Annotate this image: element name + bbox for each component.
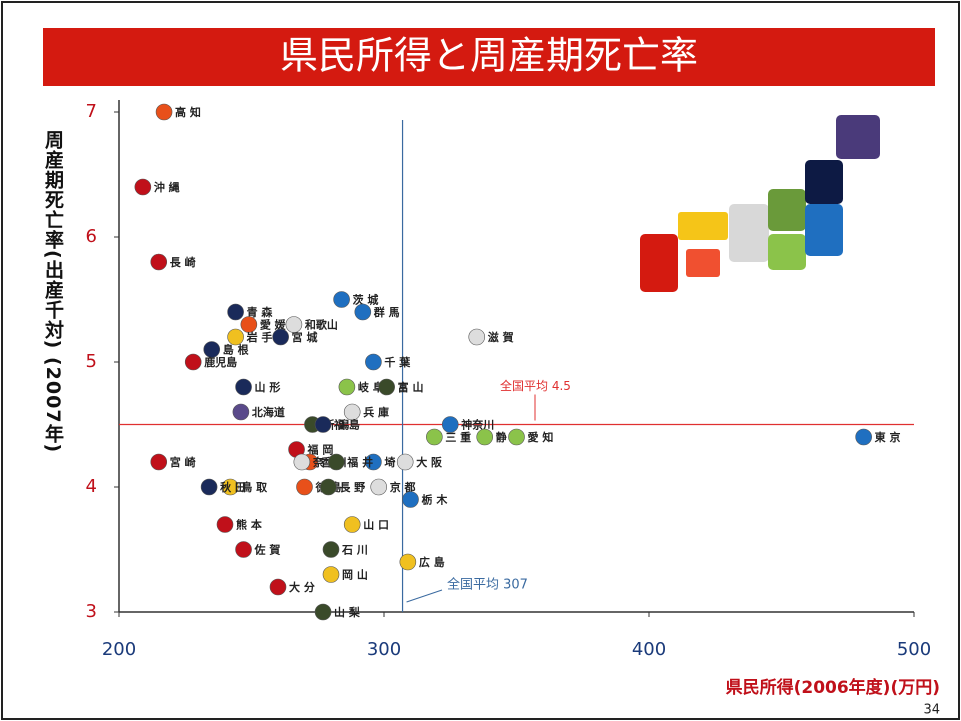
point-label: 宮 崎 bbox=[170, 455, 196, 469]
point-label: 長 崎 bbox=[170, 255, 196, 269]
point bbox=[371, 479, 387, 495]
page-number: 34 bbox=[923, 703, 940, 718]
point-label: 兵 庫 bbox=[363, 405, 389, 419]
point bbox=[294, 454, 310, 470]
point-label: 北海道 bbox=[252, 405, 285, 419]
point bbox=[233, 404, 249, 420]
point bbox=[509, 429, 525, 445]
point bbox=[320, 479, 336, 495]
y-tick-label: 7 bbox=[86, 101, 97, 122]
point bbox=[856, 429, 872, 445]
point bbox=[151, 254, 167, 270]
point bbox=[228, 304, 244, 320]
point-label: 愛 知 bbox=[528, 430, 554, 444]
annotation: 全国平均 4.5 bbox=[500, 378, 571, 393]
point bbox=[400, 554, 416, 570]
annotation: 全国平均 307 bbox=[447, 577, 528, 593]
x-axis-label: 県民所得(2006年度)(万円) bbox=[726, 677, 940, 698]
y-tick-label: 3 bbox=[86, 601, 97, 622]
point-label: 富 山 bbox=[398, 380, 424, 394]
point-label: 東 京 bbox=[875, 430, 901, 444]
y-tick-label: 6 bbox=[86, 226, 97, 247]
point-label: 石 川 bbox=[341, 544, 368, 557]
point-label: 高 知 bbox=[175, 105, 201, 119]
point bbox=[201, 479, 217, 495]
point-label: 福 島 bbox=[333, 418, 360, 432]
point bbox=[185, 354, 201, 370]
point-label: 神奈川 bbox=[461, 418, 494, 432]
point bbox=[403, 492, 419, 508]
point-label: 栃 木 bbox=[422, 493, 449, 507]
point bbox=[328, 454, 344, 470]
point bbox=[477, 429, 493, 445]
point-label: 和歌山 bbox=[305, 318, 338, 332]
point bbox=[426, 429, 442, 445]
y-tick-label: 4 bbox=[86, 476, 97, 497]
x-tick-label: 300 bbox=[367, 639, 401, 660]
point-label: 大 阪 bbox=[416, 455, 443, 469]
point bbox=[379, 379, 395, 395]
point bbox=[323, 542, 339, 558]
point-label: 岩 手 bbox=[246, 330, 273, 344]
point-label: 山 梨 bbox=[334, 605, 361, 619]
point bbox=[273, 329, 289, 345]
point bbox=[323, 567, 339, 583]
x-tick-label: 500 bbox=[897, 639, 931, 660]
point bbox=[339, 379, 355, 395]
point-label: 三 重 bbox=[445, 430, 471, 444]
point-label: 山 形 bbox=[255, 380, 281, 394]
y-axis-label: 周産期死亡率(出産千対) (2007年) bbox=[40, 130, 67, 453]
point-label: 広 島 bbox=[419, 555, 445, 569]
point-label: 沖 縄 bbox=[154, 180, 180, 194]
point bbox=[315, 604, 331, 620]
point-label: 群 馬 bbox=[373, 305, 400, 319]
x-tick-label: 400 bbox=[632, 639, 666, 660]
point bbox=[355, 304, 371, 320]
point bbox=[156, 104, 172, 120]
point bbox=[236, 542, 252, 558]
chart: 県民所得と周産期死亡率 県民所得(2006年度)(万円) 34 34567200… bbox=[0, 0, 961, 721]
decoration bbox=[640, 115, 880, 292]
point bbox=[397, 454, 413, 470]
point-label: 大 分 bbox=[289, 580, 315, 594]
point bbox=[135, 179, 151, 195]
point-label: 山 口 bbox=[363, 518, 389, 532]
point bbox=[297, 479, 313, 495]
point-label: 島 根 bbox=[223, 343, 250, 357]
chart-title: 県民所得と周産期死亡率 bbox=[280, 34, 698, 78]
point bbox=[286, 317, 302, 333]
point bbox=[344, 517, 360, 533]
point bbox=[217, 517, 233, 533]
point bbox=[469, 329, 485, 345]
point-label: 千 葉 bbox=[384, 355, 411, 369]
x-tick-label: 200 bbox=[102, 639, 136, 660]
point bbox=[151, 454, 167, 470]
point bbox=[270, 579, 286, 595]
point bbox=[315, 417, 331, 433]
point-label: 長 野 bbox=[339, 481, 365, 494]
annotation-arrow bbox=[407, 590, 442, 602]
point bbox=[334, 292, 350, 308]
point-label: 秋 田 bbox=[220, 480, 246, 494]
point-label: 岡 山 bbox=[342, 568, 368, 582]
point-label: 佐 賀 bbox=[254, 543, 281, 557]
y-tick-label: 5 bbox=[86, 351, 97, 372]
point-label: 滋 賀 bbox=[488, 330, 514, 344]
point bbox=[365, 354, 381, 370]
slide: 県民所得と周産期死亡率 県民所得(2006年度)(万円) 34 34567200… bbox=[0, 0, 961, 721]
point-label: 鹿児島 bbox=[204, 355, 237, 369]
point-label: 福 井 bbox=[346, 455, 373, 469]
point bbox=[236, 379, 252, 395]
point-label: 熊 本 bbox=[236, 518, 262, 532]
